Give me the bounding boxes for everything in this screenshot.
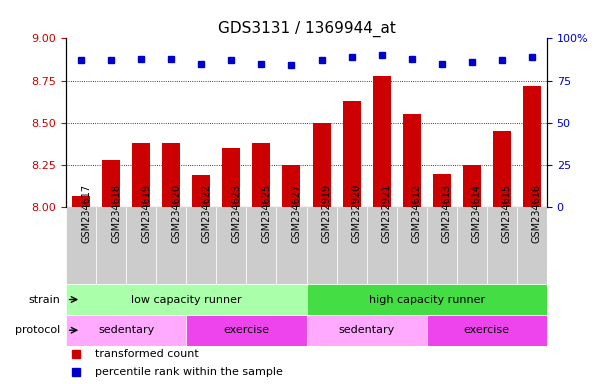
Text: GSM234623: GSM234623 <box>231 184 242 243</box>
Bar <box>252 143 270 207</box>
Bar <box>343 101 361 207</box>
Bar <box>427 315 547 346</box>
Text: strain: strain <box>28 295 60 305</box>
Bar <box>433 174 451 207</box>
Bar <box>457 207 487 284</box>
Bar <box>517 207 547 284</box>
Text: GSM234617: GSM234617 <box>81 184 91 243</box>
Bar <box>156 207 186 284</box>
Bar <box>403 114 421 207</box>
Bar <box>126 207 156 284</box>
Text: GSM234619: GSM234619 <box>141 184 151 243</box>
Bar <box>373 76 391 207</box>
Bar <box>307 207 337 284</box>
Text: GSM234622: GSM234622 <box>201 184 212 243</box>
Bar <box>186 315 307 346</box>
Bar <box>367 207 397 284</box>
Bar <box>246 207 276 284</box>
Text: sedentary: sedentary <box>98 325 154 335</box>
Text: low capacity runner: low capacity runner <box>131 295 242 305</box>
Bar <box>132 143 150 207</box>
Text: GSM232920: GSM232920 <box>352 184 362 243</box>
Bar <box>192 175 210 207</box>
Text: GSM234613: GSM234613 <box>442 184 452 243</box>
Text: GSM234612: GSM234612 <box>412 184 422 243</box>
Bar <box>337 207 367 284</box>
Text: GSM234618: GSM234618 <box>111 184 121 243</box>
Bar <box>427 207 457 284</box>
Text: GSM234620: GSM234620 <box>171 184 182 243</box>
Text: percentile rank within the sample: percentile rank within the sample <box>95 366 283 377</box>
Text: GSM232919: GSM232919 <box>322 184 332 243</box>
Bar <box>102 160 120 207</box>
Text: exercise: exercise <box>224 325 269 335</box>
Bar <box>523 86 541 207</box>
Bar <box>96 207 126 284</box>
Text: GSM234615: GSM234615 <box>502 184 512 243</box>
Text: protocol: protocol <box>15 325 60 335</box>
Bar <box>463 165 481 207</box>
Bar <box>307 315 427 346</box>
Text: high capacity runner: high capacity runner <box>368 295 485 305</box>
Bar <box>282 165 300 207</box>
Bar <box>487 207 517 284</box>
Text: GSM234614: GSM234614 <box>472 184 482 243</box>
Bar <box>307 284 547 315</box>
Bar <box>186 207 216 284</box>
Text: GSM232921: GSM232921 <box>382 184 392 243</box>
Title: GDS3131 / 1369944_at: GDS3131 / 1369944_at <box>218 21 395 37</box>
Text: GSM234627: GSM234627 <box>291 184 302 243</box>
Bar <box>313 123 331 207</box>
Bar <box>397 207 427 284</box>
Bar <box>72 195 90 207</box>
Bar <box>162 143 180 207</box>
Text: transformed count: transformed count <box>95 349 199 359</box>
Bar <box>276 207 307 284</box>
Bar <box>222 148 240 207</box>
Bar <box>216 207 246 284</box>
Text: GSM234625: GSM234625 <box>261 184 272 243</box>
Text: GSM234616: GSM234616 <box>532 184 542 243</box>
Text: sedentary: sedentary <box>338 325 395 335</box>
Bar <box>493 131 511 207</box>
Text: exercise: exercise <box>464 325 510 335</box>
Bar <box>66 315 186 346</box>
Bar <box>66 207 96 284</box>
Bar <box>66 284 307 315</box>
